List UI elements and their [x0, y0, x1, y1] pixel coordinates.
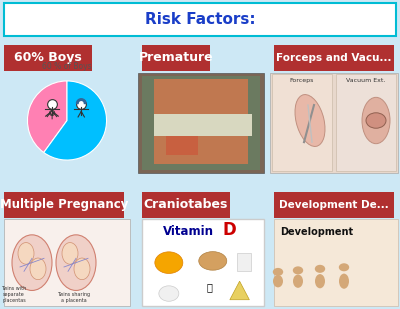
- Text: D: D: [223, 221, 237, 239]
- FancyBboxPatch shape: [142, 192, 230, 218]
- Circle shape: [159, 286, 179, 301]
- Text: Vacuum Ext.: Vacuum Ext.: [346, 78, 386, 83]
- FancyBboxPatch shape: [4, 45, 92, 71]
- Text: Forceps and Vacu...: Forceps and Vacu...: [276, 53, 392, 63]
- Polygon shape: [230, 281, 249, 300]
- Text: Twins with
separate
placentas: Twins with separate placentas: [1, 286, 27, 303]
- FancyBboxPatch shape: [142, 219, 264, 306]
- Text: Craniotabes: Craniotabes: [144, 198, 228, 211]
- FancyBboxPatch shape: [336, 74, 396, 171]
- FancyBboxPatch shape: [138, 73, 264, 173]
- Circle shape: [155, 252, 183, 273]
- Ellipse shape: [295, 95, 325, 146]
- FancyBboxPatch shape: [272, 74, 332, 171]
- FancyBboxPatch shape: [270, 73, 398, 173]
- Text: 🐟: 🐟: [206, 282, 212, 292]
- Text: 60% Boys: 60% Boys: [14, 51, 82, 65]
- Circle shape: [273, 268, 283, 276]
- Text: Development: Development: [280, 227, 353, 237]
- Title: 60 % of Boys: 60 % of Boys: [42, 62, 92, 71]
- Ellipse shape: [56, 235, 96, 290]
- FancyBboxPatch shape: [4, 192, 124, 218]
- Ellipse shape: [18, 243, 34, 264]
- FancyBboxPatch shape: [4, 3, 396, 36]
- Circle shape: [315, 265, 325, 273]
- FancyBboxPatch shape: [142, 76, 260, 170]
- Text: Vitamin: Vitamin: [163, 225, 214, 238]
- Circle shape: [366, 113, 386, 128]
- FancyBboxPatch shape: [274, 192, 394, 218]
- Ellipse shape: [74, 258, 90, 280]
- Ellipse shape: [293, 274, 303, 288]
- Text: Risk Factors:: Risk Factors:: [145, 12, 255, 27]
- Wedge shape: [44, 81, 106, 160]
- Ellipse shape: [199, 252, 227, 270]
- Wedge shape: [76, 99, 86, 104]
- Ellipse shape: [339, 274, 349, 289]
- FancyBboxPatch shape: [142, 45, 210, 71]
- Ellipse shape: [12, 235, 52, 290]
- Text: Premature: Premature: [139, 51, 213, 65]
- Text: Forceps: Forceps: [290, 78, 314, 83]
- Ellipse shape: [362, 97, 390, 144]
- FancyBboxPatch shape: [237, 253, 251, 271]
- Ellipse shape: [315, 274, 325, 288]
- FancyBboxPatch shape: [274, 219, 398, 306]
- FancyBboxPatch shape: [166, 127, 198, 154]
- Ellipse shape: [62, 243, 78, 264]
- Circle shape: [339, 263, 349, 271]
- FancyBboxPatch shape: [154, 79, 248, 164]
- Wedge shape: [28, 81, 67, 153]
- FancyBboxPatch shape: [154, 114, 252, 136]
- Ellipse shape: [273, 275, 283, 287]
- Text: Twins sharing
a placenta: Twins sharing a placenta: [58, 292, 90, 303]
- FancyBboxPatch shape: [274, 45, 394, 71]
- Text: Multiple Pregnancy: Multiple Pregnancy: [0, 198, 128, 211]
- Ellipse shape: [30, 258, 46, 280]
- Text: Development De...: Development De...: [279, 200, 389, 210]
- Circle shape: [293, 266, 303, 274]
- Text: ⚲: ⚲: [48, 110, 56, 120]
- FancyBboxPatch shape: [4, 219, 130, 306]
